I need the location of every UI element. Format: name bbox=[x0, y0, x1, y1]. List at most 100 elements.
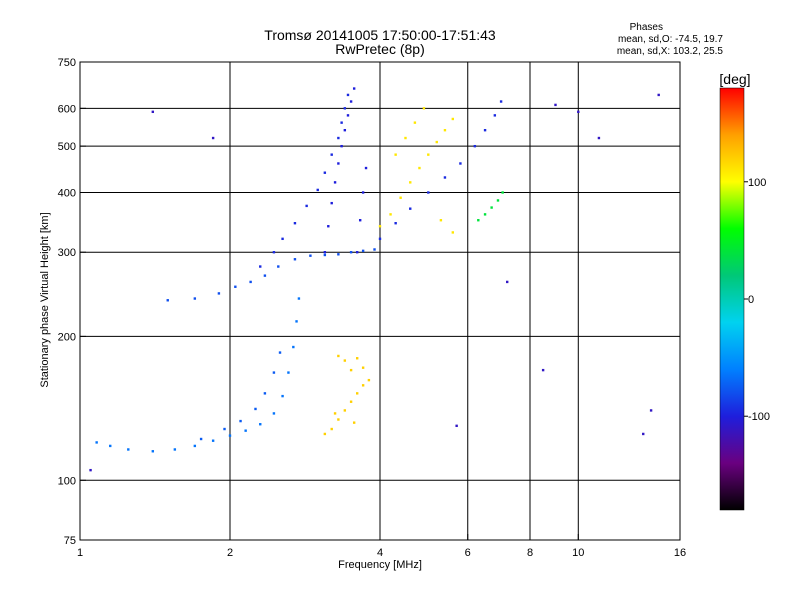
data-point bbox=[217, 292, 221, 295]
data-point bbox=[422, 107, 426, 110]
data-point bbox=[330, 427, 333, 431]
data-point bbox=[340, 121, 343, 124]
data-point bbox=[259, 265, 262, 268]
data-point bbox=[259, 423, 262, 426]
data-point bbox=[352, 421, 356, 424]
chart-subtitle: RwPretec (8p) bbox=[335, 41, 424, 57]
x-tick-label: 2 bbox=[227, 547, 233, 559]
data-point bbox=[404, 136, 407, 140]
data-point bbox=[327, 225, 330, 228]
data-point bbox=[418, 166, 421, 170]
data-point bbox=[127, 448, 130, 451]
data-point bbox=[367, 378, 371, 382]
data-point bbox=[234, 285, 237, 288]
y-axis-label: Stationary phase Virtual Height [km] bbox=[39, 212, 51, 387]
data-point bbox=[337, 354, 340, 358]
data-point bbox=[657, 93, 660, 97]
data-point bbox=[316, 188, 319, 192]
data-point bbox=[337, 253, 340, 256]
data-point bbox=[346, 93, 350, 97]
data-point bbox=[443, 128, 447, 132]
data-point bbox=[199, 437, 203, 441]
x-tick-label: 4 bbox=[377, 547, 383, 559]
data-point bbox=[343, 359, 347, 362]
data-point bbox=[361, 384, 365, 387]
data-point bbox=[378, 237, 382, 241]
y-tick-label: 500 bbox=[58, 141, 76, 153]
data-point bbox=[263, 392, 267, 395]
data-point bbox=[435, 140, 438, 144]
data-point bbox=[343, 128, 347, 132]
data-point bbox=[577, 110, 580, 114]
data-point bbox=[501, 191, 504, 194]
data-point bbox=[473, 144, 477, 148]
data-point bbox=[333, 181, 337, 184]
y-tick-label: 600 bbox=[58, 103, 76, 115]
data-point bbox=[427, 191, 430, 194]
data-point bbox=[358, 219, 362, 222]
data-point bbox=[554, 103, 557, 107]
data-point bbox=[244, 429, 247, 432]
data-point bbox=[355, 251, 359, 254]
data-point bbox=[364, 166, 368, 170]
data-point bbox=[293, 222, 297, 225]
grid-layer bbox=[80, 62, 680, 540]
data-point bbox=[333, 412, 337, 415]
data-point bbox=[394, 153, 397, 156]
data-point bbox=[323, 171, 327, 174]
data-point bbox=[409, 181, 412, 184]
y-tick-label: 300 bbox=[58, 247, 76, 259]
data-point bbox=[211, 439, 215, 442]
data-point bbox=[295, 320, 298, 323]
phase-colorbar: [deg] 100 0 -100 bbox=[719, 71, 770, 511]
x-tick-label: 16 bbox=[674, 547, 686, 559]
data-point bbox=[166, 299, 169, 302]
data-point bbox=[477, 219, 480, 222]
stats-header: Phases bbox=[630, 22, 663, 33]
data-point bbox=[272, 251, 276, 254]
data-point bbox=[439, 219, 443, 222]
data-point bbox=[413, 121, 417, 124]
data-point bbox=[272, 371, 276, 374]
data-point bbox=[373, 248, 376, 251]
data-point bbox=[323, 253, 327, 257]
data-point bbox=[297, 297, 301, 300]
data-point bbox=[109, 444, 112, 448]
y-tick-label: 100 bbox=[58, 475, 76, 487]
data-point bbox=[292, 345, 295, 349]
data-point bbox=[496, 199, 500, 202]
data-point bbox=[427, 153, 430, 156]
data-point bbox=[249, 280, 252, 284]
data-point bbox=[330, 201, 333, 205]
data-point bbox=[455, 424, 458, 428]
colorbar-label: [deg] bbox=[719, 71, 750, 87]
data-point bbox=[323, 432, 327, 436]
data-point bbox=[355, 357, 359, 360]
data-point bbox=[451, 117, 455, 121]
data-point bbox=[305, 204, 308, 208]
data-point bbox=[349, 100, 353, 103]
data-point bbox=[483, 128, 487, 132]
data-point bbox=[349, 251, 353, 254]
colorbar-tick-label: -100 bbox=[748, 411, 770, 423]
data-point bbox=[340, 144, 343, 148]
data-point bbox=[490, 206, 493, 209]
data-point bbox=[451, 231, 455, 234]
x-axis-ticks: 1 2 4 6 8 10 16 bbox=[77, 534, 686, 559]
data-point bbox=[287, 371, 290, 374]
stats-line-o: mean, sd,O: -74.5, 19.7 bbox=[618, 34, 723, 45]
data-point bbox=[330, 153, 333, 156]
x-tick-label: 1 bbox=[77, 547, 83, 559]
data-point bbox=[499, 100, 503, 103]
data-point bbox=[483, 213, 487, 216]
data-point bbox=[151, 450, 155, 453]
data-point bbox=[323, 251, 327, 254]
colorbar-tick-label: 0 bbox=[748, 294, 754, 306]
data-points bbox=[89, 87, 660, 472]
data-point bbox=[95, 441, 98, 444]
x-tick-label: 6 bbox=[465, 547, 471, 559]
data-point bbox=[239, 419, 242, 423]
data-point bbox=[346, 114, 350, 117]
data-point bbox=[394, 222, 397, 225]
